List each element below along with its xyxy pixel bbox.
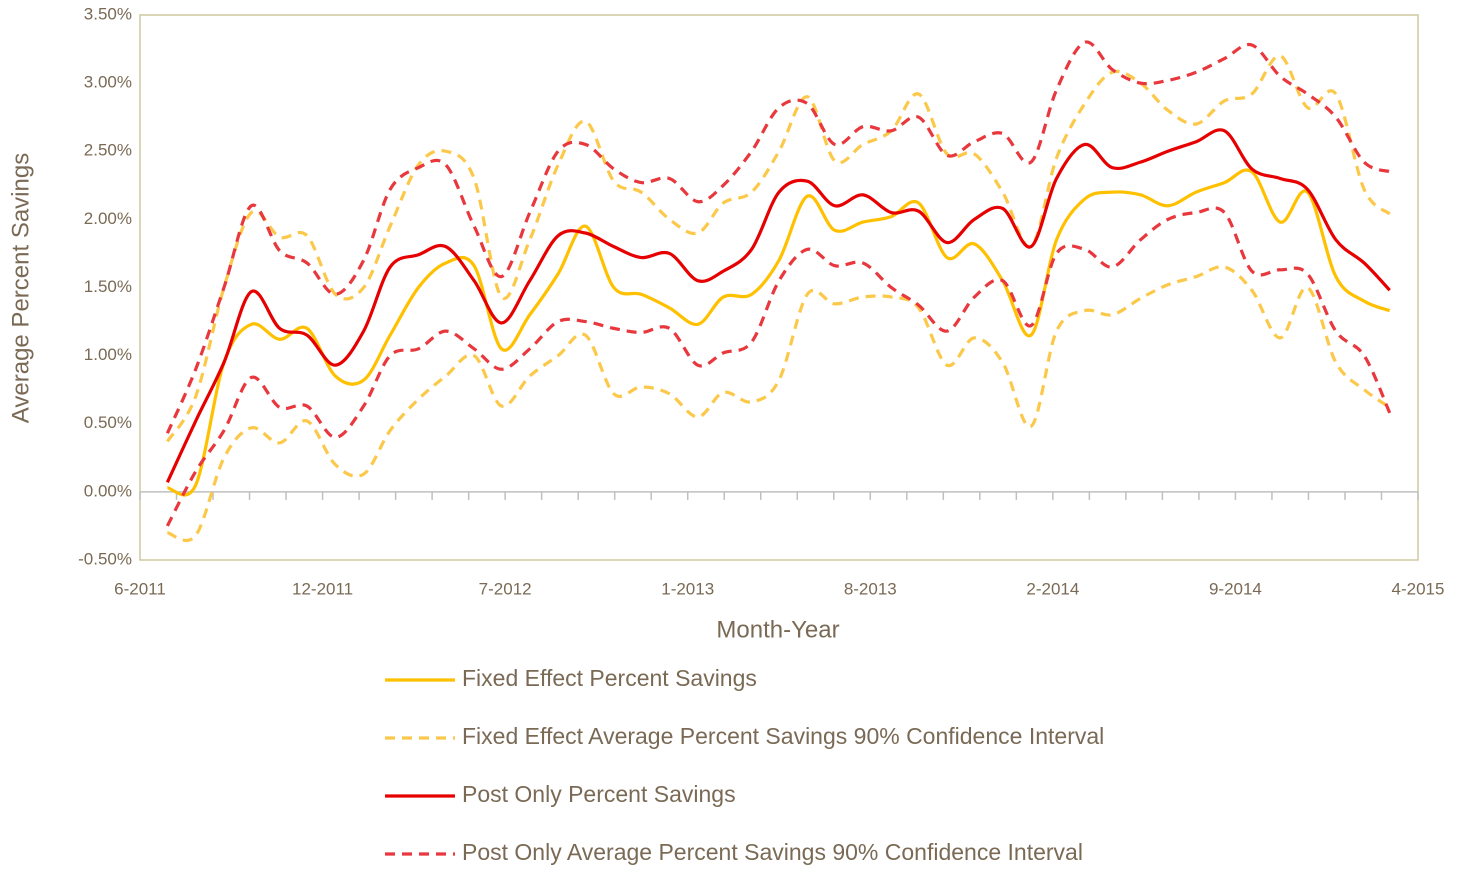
y-tick-label: -0.50% (78, 549, 132, 568)
x-tick-label: 9-2014 (1209, 579, 1262, 598)
legend-text: Fixed Effect Percent Savings (462, 665, 757, 691)
legend-text: Fixed Effect Average Percent Savings 90%… (462, 723, 1104, 749)
series-line (166, 54, 1391, 443)
series-line (165, 40, 1391, 434)
x-tick-label: 2-2014 (1026, 579, 1079, 598)
x-tick-label: 7-2012 (479, 579, 532, 598)
series-line (166, 265, 1391, 542)
y-tick-label: 2.50% (84, 141, 132, 160)
y-tick-label: 3.00% (84, 73, 132, 92)
y-tick-label: 2.00% (84, 209, 132, 228)
y-tick-label: 0.50% (84, 413, 132, 432)
y-tick-label: 1.50% (84, 277, 132, 296)
series-line (166, 168, 1391, 497)
x-tick-label: 1-2013 (661, 579, 714, 598)
y-tick-label: 0.00% (84, 481, 132, 500)
x-tick-label: 6-2011 (114, 579, 166, 598)
legend-text: Post Only Average Percent Savings 90% Co… (462, 839, 1083, 865)
x-tick-label: 4-2015 (1392, 579, 1445, 598)
series-line (165, 128, 1391, 484)
y-axis-title: Average Percent Savings (7, 153, 34, 423)
series-line (165, 206, 1392, 527)
x-axis-title: Month-Year (716, 616, 839, 643)
y-tick-label: 3.50% (84, 4, 132, 23)
x-tick-label: 12-2011 (292, 579, 353, 598)
legend-text: Post Only Percent Savings (462, 781, 736, 807)
y-tick-label: 1.00% (84, 345, 132, 364)
plot-frame (139, 14, 1419, 561)
x-tick-label: 8-2013 (844, 579, 897, 598)
